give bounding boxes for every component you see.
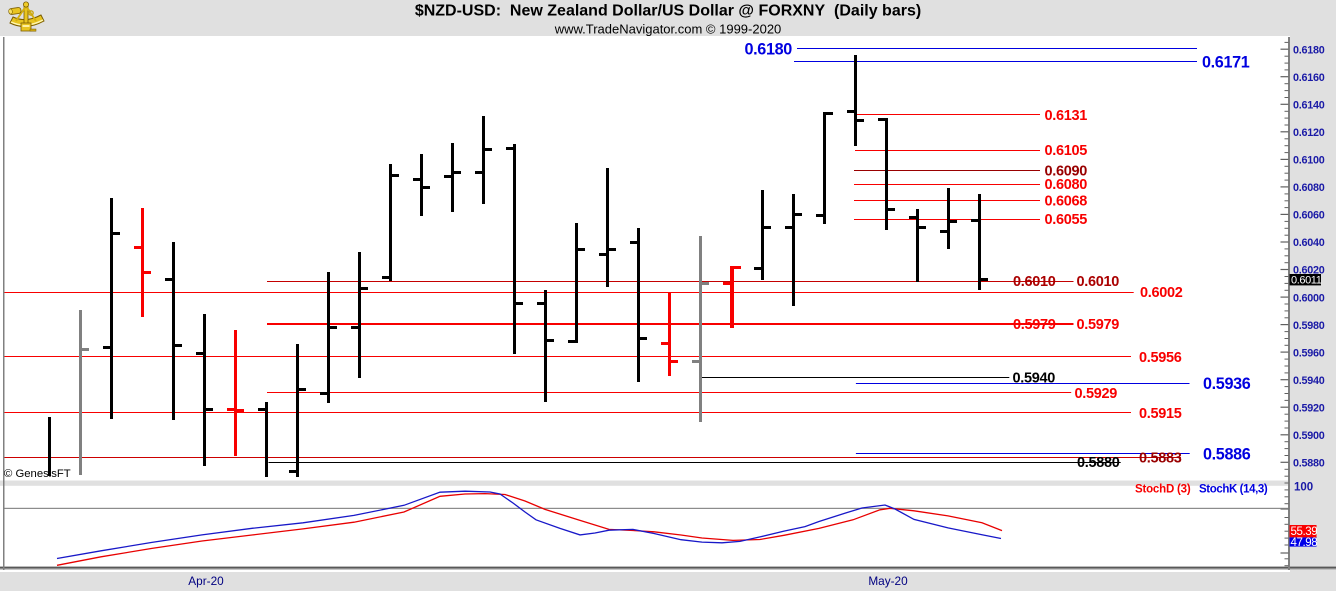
svg-text:0.5980: 0.5980	[1293, 320, 1325, 332]
svg-text:0.6100: 0.6100	[1293, 155, 1325, 167]
svg-text:0.6180: 0.6180	[745, 40, 793, 58]
svg-text:0.6010: 0.6010	[1013, 274, 1056, 290]
svg-text:0.5929: 0.5929	[1075, 386, 1118, 402]
svg-text:47.98: 47.98	[1291, 537, 1318, 549]
svg-text:0.5979: 0.5979	[1013, 317, 1056, 333]
svg-text:0.6002: 0.6002	[1140, 285, 1183, 301]
svg-text:0.6060: 0.6060	[1293, 210, 1325, 222]
svg-text:0.6171: 0.6171	[1202, 54, 1250, 72]
svg-text:100: 100	[1294, 482, 1313, 494]
svg-text:0.5936: 0.5936	[1203, 375, 1251, 393]
svg-text:0.6040: 0.6040	[1293, 237, 1325, 249]
svg-text:0.5883: 0.5883	[1139, 451, 1182, 467]
svg-text:0.6160: 0.6160	[1293, 72, 1325, 84]
svg-text:55.39: 55.39	[1291, 526, 1318, 538]
svg-text:0.6011: 0.6011	[1291, 275, 1322, 287]
svg-text:0.6055: 0.6055	[1045, 212, 1088, 228]
svg-text:0.6131: 0.6131	[1045, 108, 1088, 124]
svg-text:www.TradeNavigator.com © 1999-: www.TradeNavigator.com © 1999-2020	[554, 22, 782, 37]
svg-text:0.6068: 0.6068	[1045, 193, 1088, 209]
svg-text:$NZD-USD: New Zealand Dollar/: $NZD-USD: New Zealand Dollar/US Dollar @…	[415, 3, 921, 20]
svg-text:0.6105: 0.6105	[1045, 143, 1088, 159]
svg-text:StochK (14,3): StochK (14,3)	[1199, 483, 1268, 495]
svg-text:0.6020: 0.6020	[1293, 265, 1325, 277]
svg-text:0.5979: 0.5979	[1077, 317, 1120, 333]
svg-text:0.5915: 0.5915	[1139, 406, 1182, 422]
svg-text:0.5886: 0.5886	[1203, 446, 1251, 464]
svg-text:0.6120: 0.6120	[1293, 127, 1325, 139]
svg-text:0.6010: 0.6010	[1077, 274, 1120, 290]
svg-text:0.5940: 0.5940	[1013, 370, 1056, 386]
svg-text:May-20: May-20	[868, 574, 908, 588]
svg-text:0.6140: 0.6140	[1293, 100, 1325, 112]
svg-text:0.5920: 0.5920	[1293, 402, 1325, 414]
svg-text:0.5880: 0.5880	[1293, 458, 1325, 470]
svg-text:0.5940: 0.5940	[1293, 375, 1325, 387]
svg-text:0.6090: 0.6090	[1045, 163, 1088, 179]
svg-text:0.5960: 0.5960	[1293, 347, 1325, 359]
svg-text:Apr-20: Apr-20	[188, 574, 224, 588]
svg-text:0.6000: 0.6000	[1293, 292, 1325, 304]
svg-text:0.6080: 0.6080	[1045, 177, 1088, 193]
svg-text:© GenesisFT: © GenesisFT	[4, 468, 71, 480]
svg-text:0.6080: 0.6080	[1293, 182, 1325, 194]
svg-text:0.6180: 0.6180	[1293, 44, 1325, 56]
svg-text:0.5880: 0.5880	[1077, 455, 1120, 471]
svg-text:StochD (3): StochD (3)	[1135, 483, 1191, 495]
svg-text:0.5900: 0.5900	[1293, 430, 1325, 442]
svg-text:0.5956: 0.5956	[1139, 350, 1182, 366]
